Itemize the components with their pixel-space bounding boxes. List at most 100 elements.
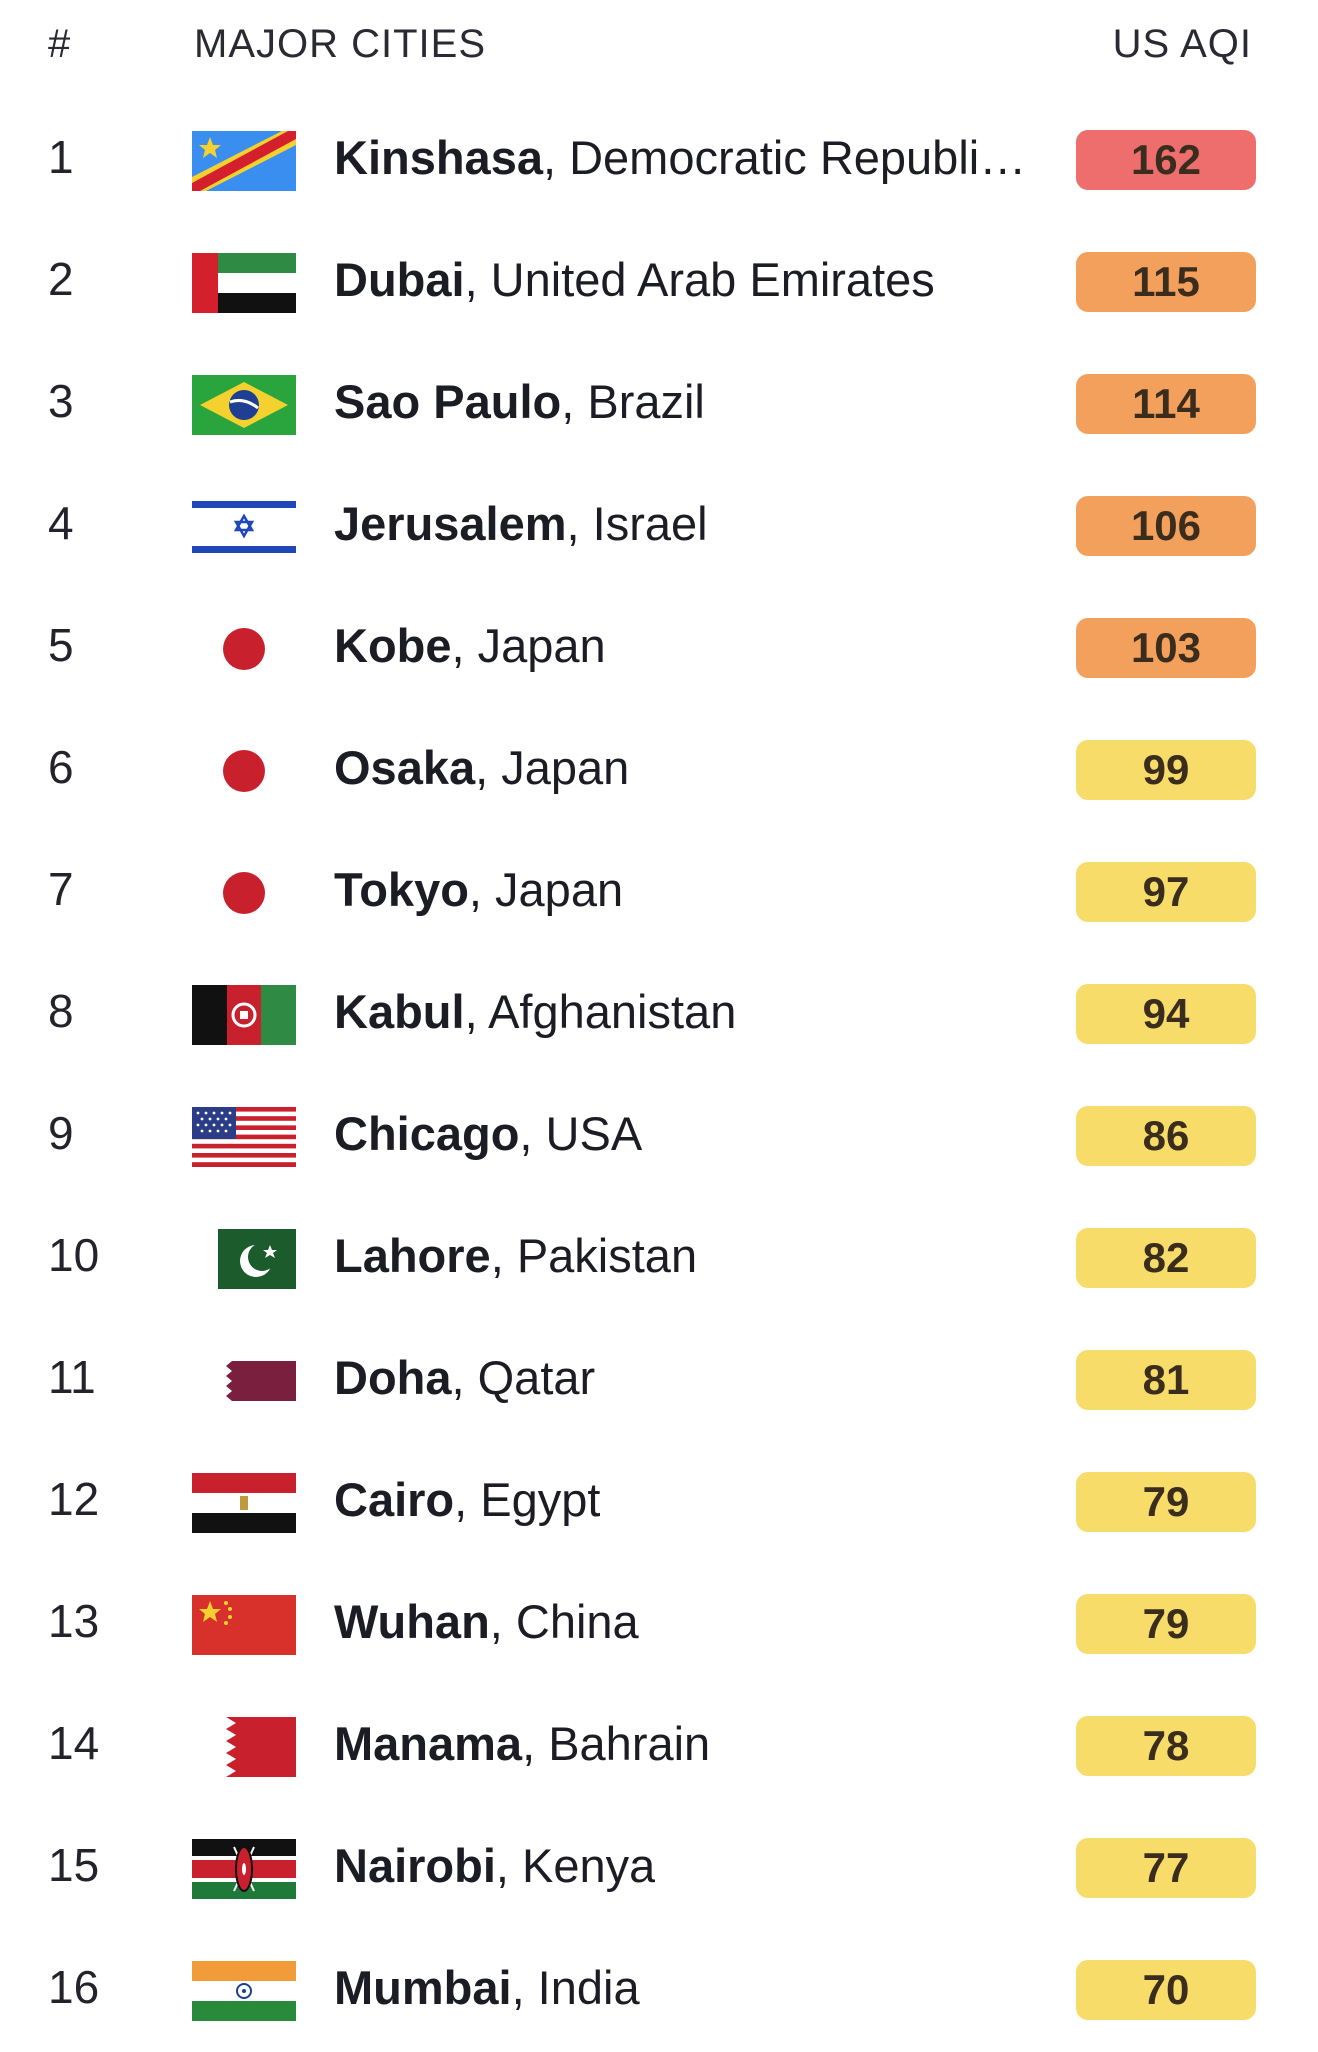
aqi-badge: 99 — [1076, 740, 1256, 800]
table-row[interactable]: 10 Lahore, Pakistan 82 — [0, 1198, 1318, 1320]
aqi-badge: 94 — [1076, 984, 1256, 1044]
rank-number: 8 — [48, 985, 74, 1037]
aqi-badge: 78 — [1076, 1716, 1256, 1776]
table-row[interactable]: 6 Osaka, Japan 99 — [0, 710, 1318, 832]
city-name-bold: Wuhan — [334, 1595, 490, 1648]
city-name-bold: Chicago — [334, 1107, 520, 1160]
city-name-bold: Dubai — [334, 253, 465, 306]
afghanistan-flag-icon — [192, 985, 296, 1045]
city-name: Osaka, Japan — [334, 740, 629, 795]
city-name: Kobe, Japan — [334, 618, 606, 673]
city-name-bold: Manama — [334, 1717, 523, 1770]
country-name: , Japan — [475, 741, 630, 794]
table-row[interactable]: 5 Kobe, Japan 103 — [0, 588, 1318, 710]
aqi-badge: 79 — [1076, 1594, 1256, 1654]
rank-number: 12 — [48, 1473, 100, 1525]
city-name-bold: Lahore — [334, 1229, 491, 1282]
table-row[interactable]: 3 Sao Paulo, Brazil 114 — [0, 344, 1318, 466]
rank-number: 14 — [48, 1717, 100, 1769]
aqi-badge: 79 — [1076, 1472, 1256, 1532]
city-name: Manama, Bahrain — [334, 1716, 710, 1771]
table-row[interactable]: 8 Kabul, Afghanistan 94 — [0, 954, 1318, 1076]
usa-flag-icon — [192, 1107, 296, 1167]
japan-flag-icon — [192, 741, 296, 801]
aqi-badge: 115 — [1076, 252, 1256, 312]
city-name: Wuhan, China — [334, 1594, 639, 1649]
aqi-badge: 86 — [1076, 1106, 1256, 1166]
india-flag-icon — [192, 1961, 296, 2021]
rank-number: 2 — [48, 253, 74, 305]
city-name: Kabul, Afghanistan — [334, 984, 736, 1039]
table-row[interactable]: 9 Chicago, USA 86 — [0, 1076, 1318, 1198]
city-name: Tokyo, Japan — [334, 862, 623, 917]
aqi-badge: 103 — [1076, 618, 1256, 678]
rank-number: 5 — [48, 619, 74, 671]
city-name-bold: Sao Paulo — [334, 375, 562, 428]
country-name: , China — [489, 1595, 639, 1648]
aqi-column-header[interactable]: US AQI — [1112, 22, 1252, 66]
city-name: Lahore, Pakistan — [334, 1228, 697, 1283]
rank-number: 15 — [48, 1839, 100, 1891]
city-name-bold: Jerusalem — [334, 497, 567, 550]
table-row[interactable]: 1 Kinshasa, Democratic Republi… 162 — [0, 100, 1318, 222]
aqi-badge: 97 — [1076, 862, 1256, 922]
city-name-bold: Kobe — [334, 619, 452, 672]
table-row[interactable]: 7 Tokyo, Japan 97 — [0, 832, 1318, 954]
aqi-badge: 106 — [1076, 496, 1256, 556]
country-name: , Japan — [451, 619, 606, 672]
bahrain-flag-icon — [192, 1717, 296, 1777]
aqi-badge: 114 — [1076, 374, 1256, 434]
table-row[interactable]: 12 Cairo, Egypt 79 — [0, 1442, 1318, 1564]
rank-number: 10 — [48, 1229, 100, 1281]
city-name-bold: Mumbai — [334, 1961, 512, 2014]
city-name-bold: Nairobi — [334, 1839, 496, 1892]
israel-flag-icon — [192, 497, 296, 557]
city-name-bold: Doha — [334, 1351, 452, 1404]
city-name: Dubai, United Arab Emirates — [334, 252, 935, 307]
congo-dr-flag-icon — [192, 131, 296, 191]
country-name: , Egypt — [454, 1473, 601, 1526]
city-name: Nairobi, Kenya — [334, 1838, 655, 1893]
city-name: Cairo, Egypt — [334, 1472, 600, 1527]
kenya-flag-icon — [192, 1839, 296, 1899]
table-header: # MAJOR CITIES US AQI — [0, 0, 1318, 100]
table-row[interactable]: 13 Wuhan, China 79 — [0, 1564, 1318, 1686]
rank-number: 3 — [48, 375, 74, 427]
table-row[interactable]: 14 Manama, Bahrain 78 — [0, 1686, 1318, 1808]
pakistan-flag-icon — [192, 1229, 296, 1289]
city-name-bold: Cairo — [334, 1473, 455, 1526]
city-name: Sao Paulo, Brazil — [334, 374, 705, 429]
city-name: Jerusalem, Israel — [334, 496, 708, 551]
country-name: , Brazil — [561, 375, 705, 428]
aqi-badge: 81 — [1076, 1350, 1256, 1410]
city-column-header[interactable]: MAJOR CITIES — [194, 22, 487, 66]
country-name: , Qatar — [451, 1351, 596, 1404]
rank-number: 11 — [48, 1351, 96, 1403]
japan-flag-icon — [192, 619, 296, 679]
table-row[interactable]: 4 Jerusalem, Israel 106 — [0, 466, 1318, 588]
egypt-flag-icon — [192, 1473, 296, 1533]
table-row[interactable]: 11 Doha, Qatar 81 — [0, 1320, 1318, 1442]
table-row[interactable]: 16 Mumbai, India 70 — [0, 1930, 1318, 2052]
rank-number: 7 — [48, 863, 74, 915]
city-name-bold: Tokyo — [334, 863, 469, 916]
country-name: , USA — [519, 1107, 643, 1160]
rank-number: 4 — [48, 497, 74, 549]
country-name: , Democratic Republi… — [542, 131, 1027, 184]
brazil-flag-icon — [192, 375, 296, 435]
city-name: Doha, Qatar — [334, 1350, 595, 1405]
rank-number: 13 — [48, 1595, 100, 1647]
city-name: Mumbai, India — [334, 1960, 640, 2015]
table-row[interactable]: 2 Dubai, United Arab Emirates 115 — [0, 222, 1318, 344]
city-name-bold: Kabul — [334, 985, 465, 1038]
city-name: Chicago, USA — [334, 1106, 642, 1161]
aqi-badge: 77 — [1076, 1838, 1256, 1898]
country-name: , India — [511, 1961, 640, 2014]
japan-flag-icon — [192, 863, 296, 923]
country-name: , Bahrain — [522, 1717, 711, 1770]
table-row[interactable]: 15 Nairobi, Kenya 77 — [0, 1808, 1318, 1930]
rank-number: 6 — [48, 741, 74, 793]
uae-flag-icon — [192, 253, 296, 313]
aqi-badge: 70 — [1076, 1960, 1256, 2020]
country-name: , Kenya — [495, 1839, 656, 1892]
